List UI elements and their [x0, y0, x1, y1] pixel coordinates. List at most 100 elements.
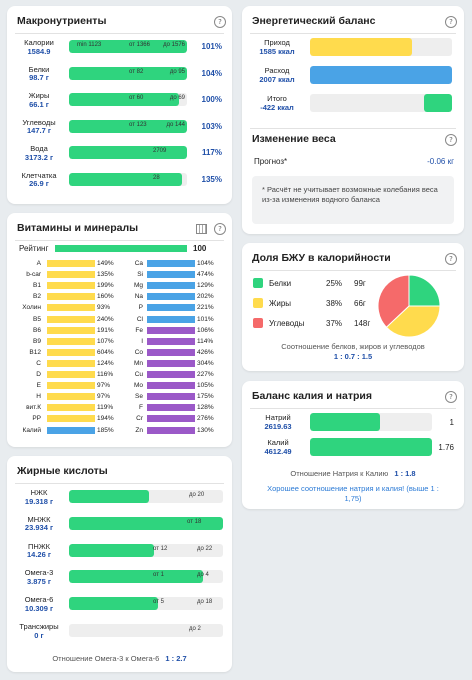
- bju-legend-swatch: [253, 318, 263, 328]
- vitamin-bar: [147, 348, 195, 356]
- bju-pie-chart: [377, 274, 441, 338]
- macro-bar: 2709: [69, 146, 187, 159]
- macro-from: от 123: [129, 121, 147, 128]
- kna-note: Хорошее соотношение натрия и калия! (выш…: [267, 484, 439, 503]
- vitamin-bar: [147, 260, 195, 267]
- energy-name: Расход: [264, 66, 290, 75]
- macro-bar: от 60 до 69: [69, 93, 187, 106]
- fatty-value: 10.309 г: [24, 603, 54, 613]
- vitamin-bar: [147, 382, 195, 390]
- energy-label: Итого -422 ккал: [246, 94, 308, 112]
- fatty-acids-title: Жирные кислоты: [17, 465, 108, 477]
- vitamin-bar: [147, 315, 195, 323]
- help-icon[interactable]: ?: [445, 391, 457, 403]
- macro-bar-fill: [69, 93, 179, 106]
- help-icon[interactable]: ?: [445, 253, 457, 265]
- omega-ratio-label: Отношение Омега-3 к Омега-6: [52, 654, 160, 663]
- vitamin-bar: [147, 326, 195, 334]
- kna-ratio-value: 1 : 1.8: [394, 469, 416, 478]
- macro-to: до 1576: [163, 42, 185, 48]
- energy-balance-title: Энергетический баланс: [252, 15, 376, 27]
- potassium-sodium-card: Баланс калия и натрия ? Натрий 2619.63 1 Ка…: [242, 381, 464, 509]
- fatty-to: до 20: [189, 492, 205, 498]
- macro-from: от 1366: [129, 42, 150, 48]
- kna-ratio-label: Отношение Натрия к Калию: [290, 469, 389, 478]
- help-icon[interactable]: ?: [445, 16, 457, 28]
- help-icon[interactable]: ?: [445, 134, 457, 146]
- macro-bar-fill: [69, 40, 187, 53]
- vitamin-bar: [147, 371, 195, 378]
- vitamin-bar: [147, 304, 195, 312]
- energy-bar: [310, 94, 452, 112]
- forecast-label: Прогноз*: [254, 157, 288, 166]
- macro-percent: 101%: [201, 42, 222, 51]
- macro-bar: от 82 до 95: [69, 66, 187, 80]
- kna-number: 1: [449, 418, 454, 427]
- rating-bar: [55, 245, 187, 252]
- macro-to: до 69: [169, 95, 185, 101]
- fatty-to: до 2: [189, 626, 201, 632]
- fatty-bar: от 5 до 18: [69, 597, 223, 611]
- help-icon[interactable]: ?: [214, 16, 226, 28]
- fatty-name: Омега-6: [24, 595, 54, 605]
- macro-bar: min 1123 от 1366 до 1576: [69, 40, 187, 53]
- forecast-value: -0.06 кг: [427, 157, 454, 166]
- vitamin-bar: [147, 404, 195, 412]
- macro-bar-fill: [69, 66, 187, 80]
- bju-ratio-label: Соотношение белков, жиров и углеводов: [281, 342, 425, 351]
- kna-label: Натрий 2619.63: [248, 413, 308, 431]
- vitamin-percent: 93%: [97, 304, 111, 312]
- vitamin-percent: 221%: [197, 304, 214, 312]
- fatty-label: ПНЖК 14.26 г: [13, 542, 65, 560]
- vitamin-percent: 149%: [97, 260, 114, 267]
- macro-value: 98.7 г: [29, 73, 49, 82]
- fatty-label: Омега-6 10.309 г: [13, 596, 65, 613]
- vitamin-percent: 240%: [97, 315, 114, 323]
- bju-legend-name: Жиры: [269, 299, 292, 308]
- bju-legend-percent: 25%: [326, 279, 343, 288]
- bju-legend-grams: 99г: [354, 279, 366, 288]
- table-icon[interactable]: [196, 224, 207, 234]
- macro-min: min 1123: [77, 42, 102, 48]
- fatty-bar-fill: [69, 490, 150, 503]
- fatty-value: 3.875 г: [27, 576, 51, 586]
- vitamin-percent: 116%: [97, 371, 114, 378]
- weight-change-title: Изменение веса: [252, 133, 336, 145]
- macro-to: до 144: [166, 121, 185, 128]
- macro-bar: от 123 до 144: [69, 119, 187, 133]
- energy-label: Приход 1585 ккал: [246, 38, 308, 56]
- kna-value: 4612.49: [264, 446, 292, 456]
- fatty-bar-fill: [69, 570, 203, 584]
- kna-name: Калий: [267, 438, 289, 447]
- kna-bar: [310, 413, 432, 431]
- fatty-bar: от 1 до 4: [69, 570, 223, 584]
- bju-legend-swatch: [253, 298, 263, 308]
- macro-percent: 100%: [201, 95, 222, 104]
- vitamin-percent: 276%: [197, 415, 214, 423]
- vitamin-bar: [47, 260, 95, 267]
- fatty-value: 14.26 г: [27, 550, 51, 560]
- vitamin-name: PP: [32, 415, 41, 423]
- kna-name: Натрий: [265, 413, 291, 422]
- macro-to: до 95: [169, 68, 185, 75]
- macro-name: Вода: [30, 144, 48, 153]
- vitamin-bar: [47, 359, 95, 367]
- vitamin-percent: 426%: [197, 348, 214, 356]
- macronutrients-card: Макронутриенты ? Калории 1584.9 min 1123 от…: [7, 6, 232, 204]
- vitamin-bar: [47, 282, 95, 290]
- bju-legend-swatch: [253, 278, 263, 288]
- macro-bar: 28: [69, 172, 187, 186]
- fatty-bar: от 12 до 22: [69, 543, 223, 557]
- vitamin-name: B12: [29, 348, 41, 356]
- fatty-to: до 4: [197, 572, 209, 579]
- vitamin-name: Si: [137, 271, 143, 279]
- potassium-sodium-title: Баланс калия и натрия: [252, 390, 372, 402]
- macro-percent: 135%: [201, 174, 222, 184]
- help-icon[interactable]: ?: [214, 223, 226, 235]
- vitamin-percent: 114%: [197, 337, 214, 345]
- vitamin-percent: 199%: [97, 282, 114, 290]
- macro-value: 3173.2 г: [24, 152, 54, 162]
- vitamin-name: C: [36, 359, 41, 367]
- vitamin-name: A: [36, 260, 41, 267]
- energy-name: Приход: [264, 38, 290, 47]
